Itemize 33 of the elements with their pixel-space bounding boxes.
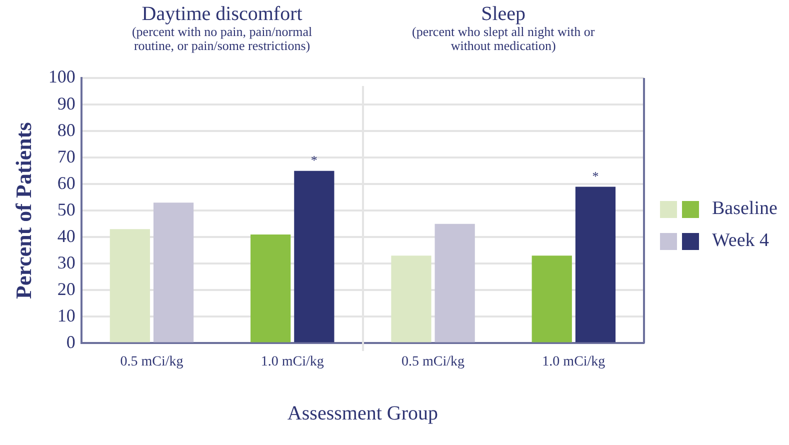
x-axis-title: Assessment Group [287,402,438,424]
bar [391,256,432,342]
y-tick-label: 0 [66,332,76,352]
y-tick-label: 100 [48,66,76,87]
y-tick-label: 80 [57,120,76,140]
legend-label: Week 4 [712,230,770,252]
y-tick-label: 20 [57,278,76,299]
bar [575,186,616,342]
y-axis-title: Percent of Patients [10,122,36,299]
legend-label: Baseline [712,198,778,220]
bar [110,229,150,342]
bar [532,256,572,342]
text: (percent with no pain, pain/normal routine, or pain/some restrictions) [130,24,314,53]
x-tick-label: 1.0 mCi/kg [260,354,324,370]
x-tick-label: 1.0 mCi/kg [542,354,606,370]
y-tick-label: 40 [57,226,76,246]
text: Daytime discomfort [140,3,304,25]
bar [250,234,291,342]
y-tick-label: 90 [57,93,76,114]
x-tick-label: 0.5 mCi/kg [402,354,465,370]
x-tick-label: 0.5 mCi/kg [120,354,184,370]
y-tick-label: 10 [57,305,76,326]
bar [434,224,475,342]
data-label: * [592,168,599,184]
bar [153,202,194,342]
text: Sleep [480,3,527,25]
data-label: * [310,152,318,168]
y-tick-label: 30 [57,252,76,272]
text: (percent who slept all night with or without medication) [411,24,596,53]
y-tick-label: 70 [57,146,76,166]
bar [294,170,334,342]
y-tick-label: 50 [57,199,76,220]
y-tick-label: 60 [57,172,76,193]
